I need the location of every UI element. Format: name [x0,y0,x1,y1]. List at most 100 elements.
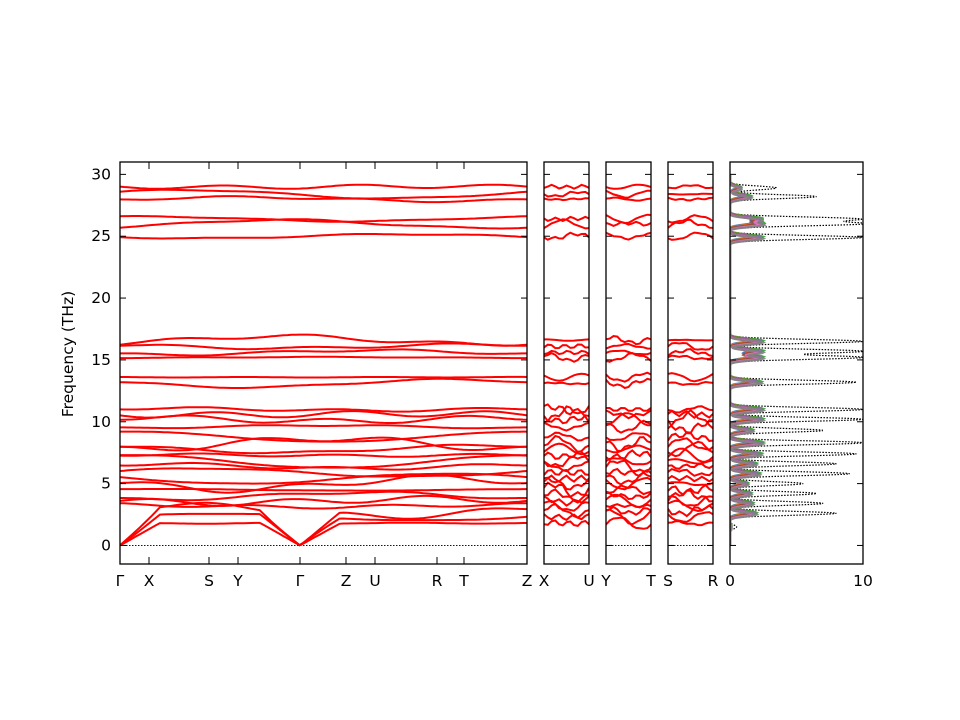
band-line [544,502,589,519]
dos-panel: 0 10 [725,161,873,590]
band-line [668,348,713,357]
band-line [668,440,713,458]
band-line [606,508,651,526]
band-line [668,481,713,486]
band-line [544,372,589,382]
band-line [606,493,651,508]
band-line [120,188,527,200]
x-tick-label: X [539,572,550,590]
band-line [120,454,527,469]
band-line [668,447,713,463]
band-line [544,488,589,504]
band-line [544,421,589,432]
band-line [668,408,713,430]
band-line [668,419,713,435]
band-line [606,183,651,190]
band-line [606,409,651,420]
x-tick-label: Γ [296,572,305,590]
band-line [544,481,589,499]
band-line [120,473,527,494]
x-tick-label: Z [522,572,533,590]
band-line [120,348,527,357]
band-line [544,381,589,386]
x-tick-label: Z [341,572,352,590]
band-line [606,476,651,491]
band-line [668,372,713,383]
x-tick-label: Y [232,572,243,590]
band-line [606,371,651,383]
x-tick-label: T [458,572,469,590]
band-line [544,190,589,198]
band-line [606,491,651,501]
band-line [120,488,527,492]
y-tick-label: 0 [101,536,111,554]
band-line [544,231,589,241]
band-line [668,192,713,196]
y-tick-label: 20 [91,289,111,307]
band-line [544,403,589,416]
band-line [668,499,713,513]
band-line [606,449,651,462]
x-tick-label: T [645,572,656,590]
band-line [606,196,651,202]
band-line [606,231,651,241]
band-line [606,352,651,363]
band-line [120,521,527,547]
dos-frame [729,161,864,565]
band-lines-1 [120,183,527,547]
band-line [120,333,527,347]
band-line [606,432,651,442]
y-tick-label: 10 [91,413,111,431]
band-line [544,434,589,454]
band-line [544,519,589,527]
band-line [668,196,713,202]
band-line [606,377,651,390]
band-line [668,489,713,503]
band-line [668,467,713,477]
x-tick-label: R [708,572,719,590]
band-line [120,494,527,507]
dos-x-tick-label: 0 [725,572,735,590]
band-line [668,474,713,483]
band-line [120,195,527,204]
band-line [606,505,651,516]
x-tick-label: Γ [116,572,125,590]
x-tick-label: Y [600,572,611,590]
band-line [120,342,527,351]
band-line [120,406,527,413]
total-dos-curve [730,174,863,546]
band-line [544,513,589,522]
band-line [606,189,651,199]
band-line [544,351,589,363]
band-line [606,334,651,346]
band-line [606,436,651,453]
band-line [668,437,713,451]
band-line [544,215,589,223]
band-line [668,341,713,351]
band-line [120,218,527,230]
panel-frame [543,161,590,565]
band-line [120,502,527,510]
band-line [606,342,651,350]
band-line [668,511,713,523]
band-line [606,419,651,434]
band-line [120,414,527,424]
band-line [606,459,651,473]
panel-frame [605,161,652,565]
y-tick-label: 5 [101,475,111,493]
band-line [120,512,527,547]
band-lines-2 [544,183,589,546]
x-tick-label: U [583,572,594,590]
band-line [544,338,589,342]
band-line [606,516,651,530]
dos-curves [730,174,863,546]
band-line [668,380,713,386]
band-line [668,462,713,470]
band-line [120,377,527,389]
x-tick-label: R [432,572,443,590]
